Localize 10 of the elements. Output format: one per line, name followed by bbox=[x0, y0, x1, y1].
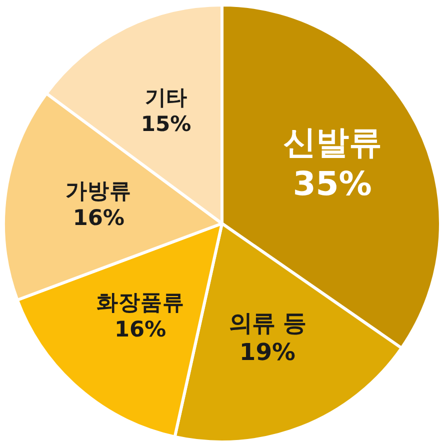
slice-label: 기타 bbox=[144, 86, 187, 110]
slice-label: 신발류 bbox=[282, 122, 382, 162]
data-label: 16% bbox=[72, 206, 125, 232]
data-label: 19% bbox=[239, 338, 296, 366]
data-label: 16% bbox=[114, 318, 166, 343]
data-label: 35% bbox=[292, 164, 372, 203]
data-label: 15% bbox=[140, 112, 192, 136]
slice-label: 가방류 bbox=[66, 179, 132, 204]
slice-label: 의류 등 bbox=[228, 308, 306, 337]
slice-label: 화장품류 bbox=[96, 290, 184, 316]
